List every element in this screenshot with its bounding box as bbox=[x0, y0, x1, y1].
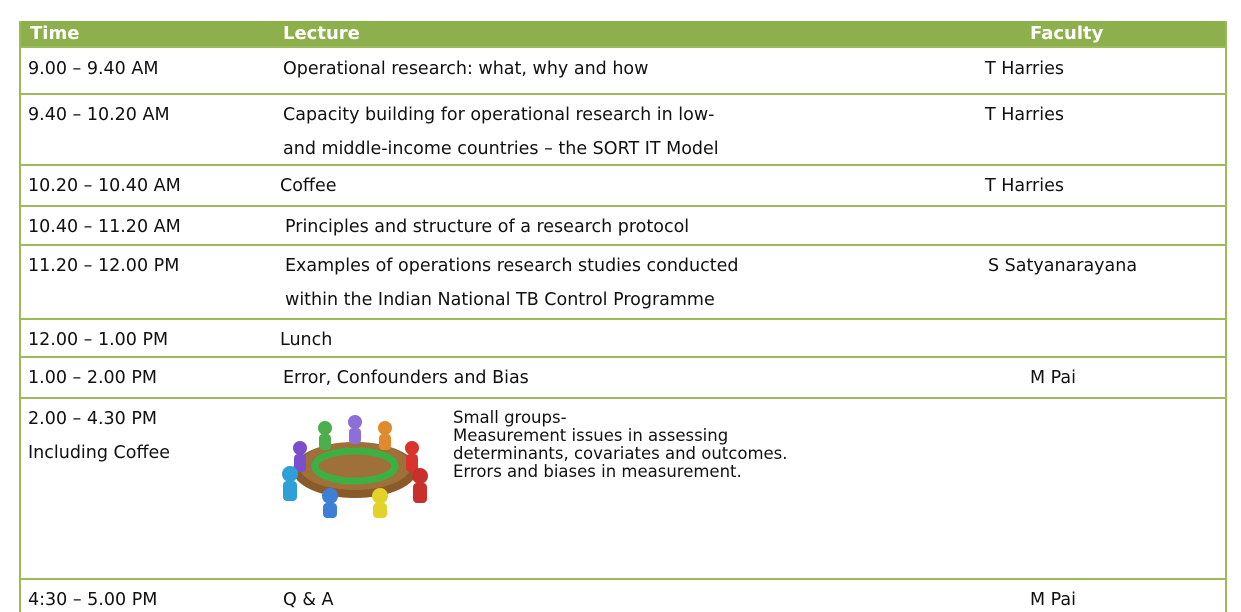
lecture: within the Indian National TB Control Pr… bbox=[285, 290, 715, 310]
row-border bbox=[20, 93, 1226, 95]
faculty: T Harries bbox=[985, 105, 1064, 125]
border bbox=[19, 21, 21, 612]
row-border bbox=[20, 244, 1226, 246]
lecture: Small groups- bbox=[453, 408, 567, 427]
row-border bbox=[20, 164, 1226, 166]
lecture: Principles and structure of a research p… bbox=[285, 217, 690, 237]
time: 10.40 – 11.20 AM bbox=[28, 217, 181, 237]
lecture: Error, Confounders and Bias bbox=[283, 368, 529, 388]
lecture: Capacity building for operational resear… bbox=[283, 105, 715, 125]
faculty: T Harries bbox=[985, 176, 1064, 196]
group-icon bbox=[282, 415, 428, 518]
row-border bbox=[20, 578, 1226, 580]
faculty: T Harries bbox=[985, 59, 1064, 79]
time: 4:30 – 5.00 PM bbox=[28, 590, 158, 610]
faculty: M Pai bbox=[1030, 368, 1077, 388]
time: 9.40 – 10.20 AM bbox=[28, 105, 170, 125]
lecture: determinants, covariates and outcomes. bbox=[453, 444, 788, 463]
border bbox=[1225, 21, 1227, 612]
row-border bbox=[20, 397, 1226, 399]
row-border bbox=[20, 46, 1226, 48]
lecture: Errors and biases in measurement. bbox=[453, 462, 742, 481]
lecture: Q & A bbox=[283, 590, 334, 610]
lecture: Coffee bbox=[280, 176, 337, 196]
header-row bbox=[20, 21, 1226, 47]
lecture: and middle-income countries – the SORT I… bbox=[283, 139, 719, 159]
time: 9.00 – 9.40 AM bbox=[28, 59, 159, 79]
header-lecture: Lecture bbox=[283, 23, 360, 44]
row-border bbox=[20, 205, 1226, 207]
time: 11.20 – 12.00 PM bbox=[28, 256, 180, 276]
row-border bbox=[20, 318, 1226, 320]
header-faculty: Faculty bbox=[1030, 23, 1104, 44]
time: 1.00 – 2.00 PM bbox=[28, 368, 158, 388]
lecture: Examples of operations research studies … bbox=[285, 256, 739, 276]
time: Including Coffee bbox=[28, 443, 171, 463]
time: 10.20 – 10.40 AM bbox=[28, 176, 181, 196]
time: 2.00 – 4.30 PM bbox=[28, 409, 158, 429]
lecture: Operational research: what, why and how bbox=[283, 59, 649, 79]
header-time: Time bbox=[30, 23, 80, 44]
row-border bbox=[20, 356, 1226, 358]
faculty: M Pai bbox=[1030, 590, 1077, 610]
lecture: Lunch bbox=[280, 330, 333, 350]
time: 12.00 – 1.00 PM bbox=[28, 330, 169, 350]
faculty: S Satyanarayana bbox=[988, 256, 1138, 276]
lecture: Measurement issues in assessing bbox=[453, 426, 729, 445]
